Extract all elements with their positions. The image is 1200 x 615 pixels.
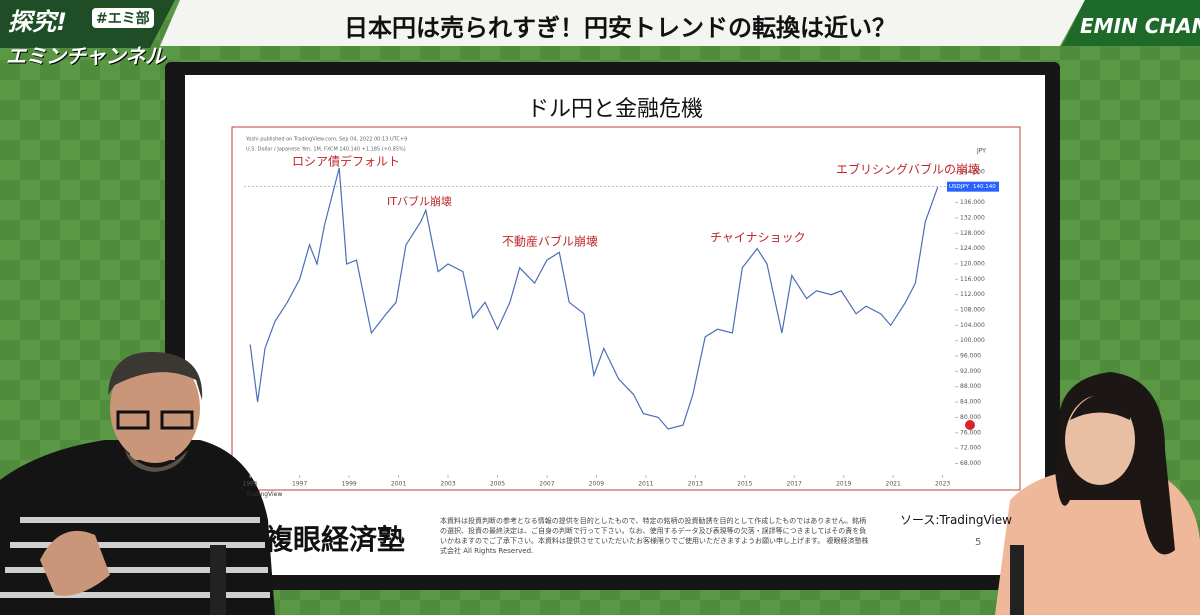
y-tick-label: 108.000 — [960, 307, 985, 314]
y-tick-label: 144.000 — [960, 168, 985, 175]
x-tick-label: 2001 — [391, 481, 406, 488]
x-tick-label: 1995 — [243, 481, 258, 488]
annotation: ITバブル崩壊 — [387, 194, 452, 208]
x-tick-label: 2021 — [886, 481, 901, 488]
y-tick-label: 128.000 — [960, 230, 985, 237]
published-note: Yoshi published on TradingView.com, Sep … — [245, 137, 407, 143]
price-tag-value: 140.140 — [973, 184, 996, 190]
y-tick-label: 80.000 — [960, 414, 981, 421]
price-tag-name: USDJPY — [949, 184, 970, 190]
brand: 複眼経済塾 — [265, 523, 406, 556]
y-tick-label: 120.000 — [960, 260, 985, 267]
channel-name: EMIN CHANNEL — [1080, 14, 1200, 38]
slide-title: ドル円と金融危機 — [526, 97, 703, 122]
header-title: 日本円は売られすぎ！円安トレンドの転換は近い？ — [344, 14, 896, 42]
price-line-series — [249, 167, 939, 430]
y-tick-label: 124.000 — [960, 245, 985, 252]
x-tick-label: 2015 — [737, 481, 752, 488]
x-tick-label: 2011 — [638, 481, 653, 488]
x-tick-label: 1999 — [341, 481, 356, 488]
logo-main: 探究! — [8, 8, 67, 36]
logo-sub: エミンチャンネル — [6, 44, 166, 68]
page-number: 5 — [975, 537, 982, 548]
disclaimer: 本資料は投資判断の参考となる情報の提供を目的としたもので、特定の銘柄の投資勧誘を… — [440, 517, 869, 555]
x-tick-label: 2013 — [688, 481, 703, 488]
x-tick-label: 1997 — [292, 481, 307, 488]
x-tick-label: 2023 — [935, 481, 950, 488]
y-tick-label: 116.000 — [960, 276, 985, 283]
price-tag — [947, 181, 999, 192]
symbol-info: U.S. Dollar / Japanese Yen, 1M, FXCM 140… — [246, 147, 406, 153]
x-tick-label: 2009 — [589, 481, 604, 488]
x-tick-label: 2005 — [490, 481, 505, 488]
y-tick-label: 104.000 — [960, 322, 985, 329]
chart: Yoshi published on TradingView.com, Sep … — [243, 137, 999, 488]
y-tick-label: 92.000 — [960, 368, 981, 375]
y-tick-label: 68.000 — [960, 460, 981, 467]
y-tick-label: 88.000 — [960, 383, 981, 390]
annotation: 不動産バブル崩壊 — [502, 234, 598, 249]
logo-tag: #エミ部 — [92, 8, 154, 28]
annotation: エブリシングバブルの崩壊 — [836, 162, 980, 177]
x-tick-label: 2007 — [539, 481, 554, 488]
watermark: TradingView — [246, 491, 283, 498]
annotation: チャイナショック — [710, 231, 806, 245]
y-tick-label: 136.000 — [960, 199, 985, 206]
y-tick-label: 132.000 — [960, 214, 985, 221]
y-tick-label: 76.000 — [960, 429, 981, 436]
source: ソース:TradingView — [900, 513, 1012, 527]
y-tick-label: 84.000 — [960, 399, 981, 406]
annotation: ロシア債デフォルト — [292, 154, 400, 169]
y-unit: JPY — [976, 148, 986, 155]
x-tick-label: 2019 — [836, 481, 851, 488]
y-tick-label: 96.000 — [960, 353, 981, 360]
x-tick-label: 2003 — [440, 481, 455, 488]
x-tick-label: 2017 — [787, 481, 802, 488]
y-tick-label: 72.000 — [960, 445, 981, 452]
y-tick-label: 100.000 — [960, 337, 985, 344]
y-tick-label: 112.000 — [960, 291, 985, 298]
